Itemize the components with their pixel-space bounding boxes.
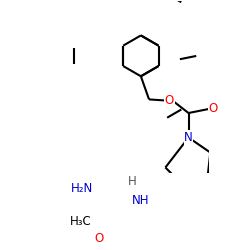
Text: O: O: [94, 232, 103, 245]
Text: NH: NH: [132, 194, 150, 207]
Text: O: O: [165, 94, 174, 107]
Text: N: N: [184, 131, 193, 144]
Text: O: O: [208, 102, 218, 116]
Polygon shape: [116, 182, 129, 202]
Text: H₂N: H₂N: [71, 182, 93, 196]
Text: H₃C: H₃C: [70, 216, 92, 228]
Text: H: H: [128, 175, 137, 188]
